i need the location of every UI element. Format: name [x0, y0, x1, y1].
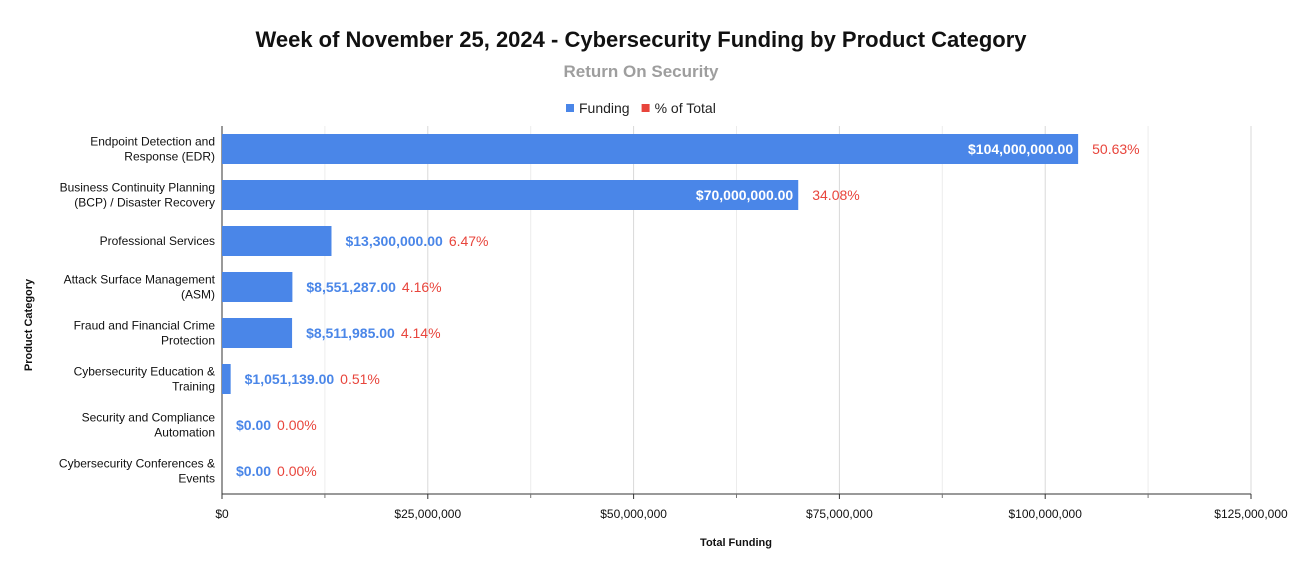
- chart-title: Week of November 25, 2024 - Cybersecurit…: [255, 27, 1027, 52]
- category-label: Response (EDR): [124, 150, 215, 164]
- legend: Funding % of Total: [566, 100, 716, 116]
- category-label: Fraud and Financial Crime: [74, 319, 216, 333]
- bar-percent-label: 4.16%: [402, 279, 442, 295]
- category-label: Protection: [161, 334, 215, 348]
- category-label: (BCP) / Disaster Recovery: [74, 196, 215, 210]
- bar-value-label: $8,511,985.00: [306, 325, 395, 341]
- x-tick-label: $75,000,000: [806, 507, 873, 521]
- bar-value-label: $70,000,000.00: [696, 187, 794, 203]
- bar-percent-label: 0.00%: [277, 417, 317, 433]
- legend-swatch: [566, 104, 574, 112]
- bar-percent-label: 6.47%: [449, 233, 489, 249]
- x-axis-title: Total Funding: [700, 537, 772, 549]
- x-tick-label: $125,000,000: [1214, 507, 1288, 521]
- bar: [222, 318, 293, 348]
- category-label: Professional Services: [100, 234, 215, 248]
- bar-value-label: $0.00: [236, 417, 271, 433]
- bar: [222, 226, 332, 256]
- bar-value-label: $0.00: [236, 463, 271, 479]
- legend-label: % of Total: [655, 100, 716, 116]
- x-tick-label: $50,000,000: [600, 507, 667, 521]
- y-axis-title: Product Category: [23, 278, 35, 371]
- x-tick-label: $100,000,000: [1008, 507, 1082, 521]
- category-label: Attack Surface Management: [64, 273, 216, 287]
- bar-series: $104,000,000.00 50.63% $70,000,000.00 34.08…: [222, 134, 1140, 479]
- bar: [222, 134, 1079, 164]
- bar-percent-label: 0.00%: [277, 463, 317, 479]
- bar: [222, 364, 231, 394]
- bar-percent-label: 4.14%: [401, 325, 441, 341]
- category-label: Training: [172, 380, 215, 394]
- category-label: Cybersecurity Education &: [74, 365, 215, 379]
- x-tick-label: $0: [215, 507, 229, 521]
- bar-value-label: $13,300,000.00: [345, 233, 443, 249]
- bar-percent-label: 50.63%: [1092, 141, 1139, 157]
- category-label: Automation: [154, 426, 215, 440]
- bar-value-label: $8,551,287.00: [306, 279, 396, 295]
- legend-swatch: [641, 104, 650, 112]
- category-label: (ASM): [181, 288, 215, 302]
- bar-value-label: $1,051,139.00: [245, 371, 335, 387]
- legend-label: Funding: [579, 100, 630, 116]
- bar: [222, 272, 293, 302]
- category-label: Events: [178, 472, 215, 486]
- x-tick-label: $25,000,000: [394, 507, 461, 521]
- category-label: Business Continuity Planning: [60, 181, 215, 195]
- category-label: Cybersecurity Conferences &: [59, 457, 215, 471]
- bar: [222, 180, 799, 210]
- bar-value-label: $104,000,000.00: [968, 141, 1073, 157]
- bar-percent-label: 34.08%: [812, 187, 859, 203]
- x-axis-ticks: $0 $25,000,000 $50,000,000 $75,000,000 $100,…: [215, 494, 1288, 521]
- bar-percent-label: 0.51%: [340, 371, 380, 387]
- category-label: Security and Compliance: [82, 411, 216, 425]
- category-label: Endpoint Detection and: [90, 135, 215, 149]
- chart-subtitle: Return On Security: [564, 62, 719, 81]
